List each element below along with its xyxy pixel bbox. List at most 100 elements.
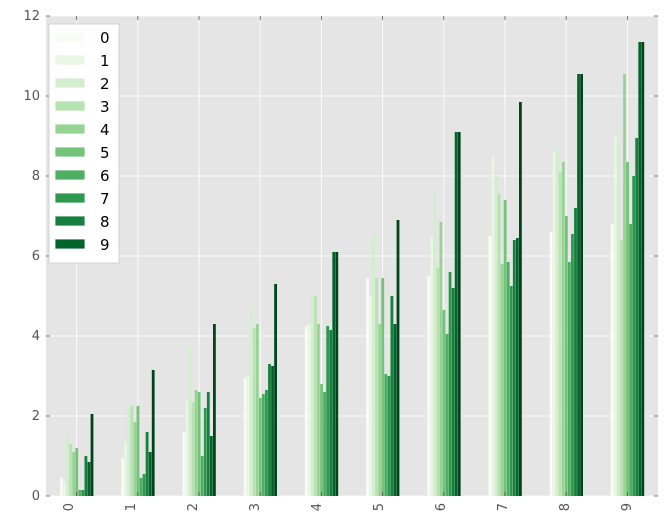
bar-series-2-cat-8 xyxy=(555,148,559,496)
bar-series-0-cat-2 xyxy=(182,432,186,496)
y-tick-label: 0 xyxy=(32,489,40,504)
bar-series-9-cat-2 xyxy=(209,436,213,496)
bar-series-4-cat-0 xyxy=(72,452,76,496)
bar-series-10-cat-7 xyxy=(519,102,522,496)
y-tick-label: 10 xyxy=(23,89,40,104)
y-tick-label: 2 xyxy=(32,409,40,424)
bar-series-5-cat-0 xyxy=(75,448,79,496)
bar-series-10-cat-6 xyxy=(457,132,461,496)
bar-series-0-cat-7 xyxy=(488,236,492,496)
x-tick-label: 0 xyxy=(62,503,77,511)
bar-series-7-cat-6 xyxy=(448,272,452,496)
bar-series-3-cat-2 xyxy=(191,402,195,496)
bar-series-6-cat-1 xyxy=(139,478,143,496)
axis-ticks xyxy=(46,15,658,497)
bar-series-4-cat-7 xyxy=(500,264,504,496)
bar-series-8-cat-7 xyxy=(512,240,516,496)
x-tick-label: 6 xyxy=(434,503,449,511)
bar-series-8-cat-4 xyxy=(329,330,333,496)
legend-label: 1 xyxy=(100,52,110,70)
bar-series-4-cat-2 xyxy=(194,390,198,496)
y-axis: 0 2 4 6 8 10 12 xyxy=(23,9,40,504)
x-tick-label: 9 xyxy=(620,503,635,511)
bar-series-9-cat-3 xyxy=(271,366,274,496)
bar-series-8-cat-8 xyxy=(574,208,577,496)
bar-series-2-cat-6 xyxy=(433,192,437,496)
bar-series-7-cat-9 xyxy=(632,176,636,496)
legend-label: 5 xyxy=(100,144,110,162)
bar-series-7-cat-5 xyxy=(387,376,391,496)
bar-series-8-cat-5 xyxy=(390,296,394,496)
bar-series-0-cat-3 xyxy=(243,378,247,496)
bar-series-4-cat-4 xyxy=(317,324,320,496)
bar-series-3-cat-1 xyxy=(130,406,134,496)
bar-series-10-cat-0 xyxy=(90,414,94,496)
legend-swatch xyxy=(54,215,86,227)
bar-series-5-cat-2 xyxy=(197,392,201,496)
bar-series-7-cat-8 xyxy=(571,234,574,496)
bar-series-1-cat-1 xyxy=(124,442,128,496)
legend-label: 4 xyxy=(100,121,110,139)
bar-series-2-cat-7 xyxy=(494,176,498,496)
y-tick-label: 4 xyxy=(32,329,40,344)
bar-series-2-cat-4 xyxy=(311,294,314,496)
bar-series-1-cat-2 xyxy=(185,400,189,496)
bar-series-5-cat-6 xyxy=(442,310,446,496)
bar-series-10-cat-9 xyxy=(641,42,645,496)
legend-swatch xyxy=(54,192,86,204)
bar-series-0-cat-6 xyxy=(427,276,431,496)
bar-series-0-cat-1 xyxy=(121,458,125,496)
bar-series-9-cat-0 xyxy=(87,462,91,496)
bar-series-2-cat-5 xyxy=(372,236,375,496)
legend-swatch xyxy=(54,77,86,89)
bar-series-5-cat-4 xyxy=(320,384,323,496)
bar-series-5-cat-3 xyxy=(258,398,262,496)
y-tick-label: 8 xyxy=(32,169,40,184)
bar-series-8-cat-3 xyxy=(268,364,271,496)
legend-label: 7 xyxy=(100,190,110,208)
bar-series-5-cat-5 xyxy=(381,278,385,496)
bar-series-9-cat-8 xyxy=(577,74,580,496)
bar-series-6-cat-2 xyxy=(200,456,204,496)
bar-series-4-cat-1 xyxy=(133,422,137,496)
bar-series-5-cat-7 xyxy=(503,200,507,496)
x-tick-label: 7 xyxy=(496,503,511,511)
bar-series-10-cat-3 xyxy=(274,284,277,496)
bar-series-4-cat-8 xyxy=(561,162,565,496)
legend-label: 6 xyxy=(100,167,110,185)
bar-series-3-cat-4 xyxy=(314,296,317,496)
bar-series-7-cat-0 xyxy=(81,490,85,496)
bar-series-6-cat-8 xyxy=(568,262,571,496)
bar-series-0-cat-8 xyxy=(549,232,553,496)
x-tick-label: 1 xyxy=(124,503,139,511)
legend-swatch xyxy=(54,146,86,158)
bar-series-3-cat-9 xyxy=(620,240,623,496)
bar-series-2-cat-9 xyxy=(617,144,620,496)
bar-series-3-cat-0 xyxy=(69,444,73,496)
bar-series-4-cat-3 xyxy=(255,324,259,496)
bar-series-9-cat-1 xyxy=(148,452,152,496)
bar-series-0-cat-4 xyxy=(304,326,308,496)
bar-series-1-cat-4 xyxy=(307,324,311,496)
bar-series-2-cat-2 xyxy=(188,348,192,496)
bar-series-7-cat-1 xyxy=(142,474,146,496)
bar-series-10-cat-8 xyxy=(580,74,583,496)
legend-swatch xyxy=(54,100,86,112)
bar-series-2-cat-3 xyxy=(249,306,253,496)
bar-series-8-cat-6 xyxy=(451,288,455,496)
bar-series-9-cat-7 xyxy=(515,238,519,496)
legend-swatch xyxy=(54,123,86,135)
bar-series-6-cat-3 xyxy=(262,394,265,496)
bar-series-6-cat-0 xyxy=(78,490,82,496)
x-tick-label: 5 xyxy=(372,503,387,511)
bar-series-1-cat-5 xyxy=(369,296,372,496)
bar-series-3-cat-8 xyxy=(558,172,562,496)
bar-series-6-cat-9 xyxy=(629,224,632,496)
bar-series-6-cat-5 xyxy=(384,374,388,496)
legend-label: 3 xyxy=(100,98,110,116)
bar-series-0-cat-0 xyxy=(60,478,63,496)
bar-series-1-cat-8 xyxy=(552,152,556,496)
legend-label: 9 xyxy=(100,236,110,254)
x-tick-label: 2 xyxy=(186,503,201,511)
